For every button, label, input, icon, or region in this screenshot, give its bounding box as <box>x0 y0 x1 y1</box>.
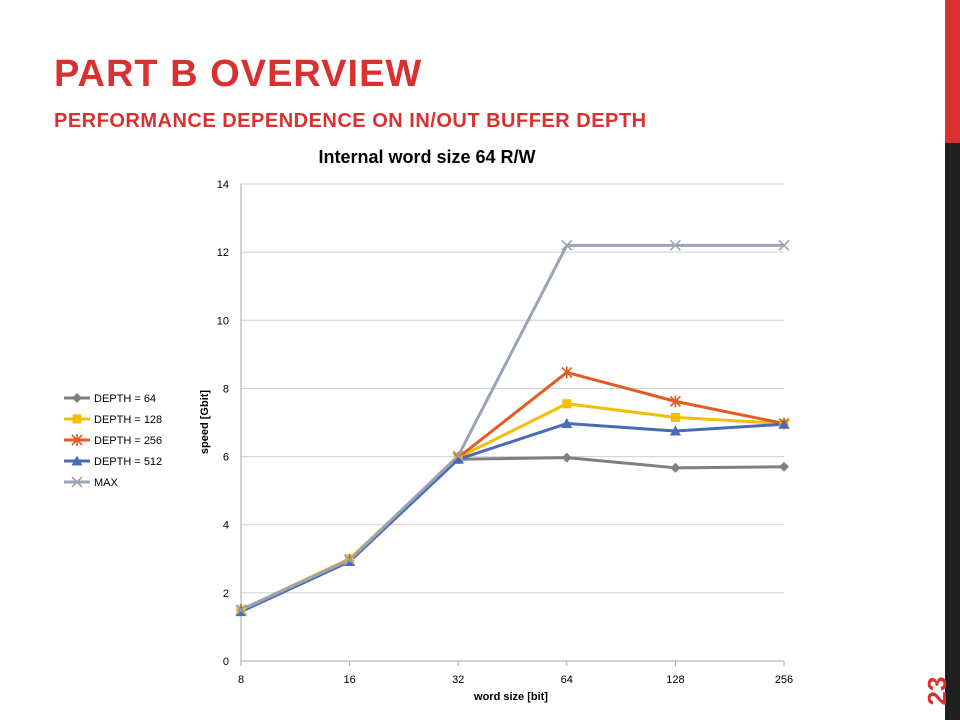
series-markers-1 <box>236 452 789 615</box>
legend-item: DEPTH = 128 <box>64 414 162 426</box>
chart-title: Internal word size 64 R/W <box>318 147 535 167</box>
data-point <box>561 452 572 463</box>
legend-swatch-marker <box>71 455 83 466</box>
series-line-5 <box>240 243 784 612</box>
series-line-1 <box>240 456 785 612</box>
data-point <box>452 450 464 462</box>
data-point <box>670 412 680 422</box>
y-tick-label: 0 <box>223 656 229 668</box>
legend-item: DEPTH = 256 <box>64 434 162 447</box>
data-point <box>669 239 681 251</box>
series-markers-4 <box>235 418 790 617</box>
x-tick-label: 16 <box>343 674 355 686</box>
legend-item: DEPTH = 64 <box>64 393 156 405</box>
x-tick-labels: 8 16 32 64 128 256 <box>238 674 793 686</box>
legend-swatch-marker <box>72 393 82 403</box>
x-axis-label: word size [bit] <box>473 691 548 703</box>
legend-swatch-marker <box>71 476 83 488</box>
y-axis-label: speed [Gbit] <box>199 390 211 455</box>
slide-subtitle: PERFORMANCE DEPENDENCE ON IN/OUT BUFFER … <box>54 110 647 132</box>
slide-number: 23 <box>922 676 952 706</box>
y-tick-label: 10 <box>217 315 229 327</box>
gridlines <box>241 183 784 594</box>
accent-bar-bottom <box>945 143 960 720</box>
x-tick-label: 64 <box>561 674 573 686</box>
data-point <box>779 461 789 472</box>
x-tick-label: 32 <box>452 674 464 686</box>
legend-label: MAX <box>94 477 119 489</box>
y-tick-label: 12 <box>217 247 229 259</box>
data-point <box>235 604 247 616</box>
data-point <box>561 239 573 251</box>
slide-title: PART B OVERVIEW <box>54 53 423 95</box>
data-point <box>452 453 464 464</box>
y-tick-label: 4 <box>223 520 229 532</box>
y-tick-labels: 0 2 4 6 8 10 12 14 <box>217 179 229 668</box>
x-tick-label: 8 <box>238 674 244 686</box>
series-line-2 <box>240 402 785 612</box>
legend-item: MAX <box>64 476 119 489</box>
legend-label: DEPTH = 256 <box>94 435 162 447</box>
y-tick-label: 6 <box>223 452 229 464</box>
x-tick-label: 128 <box>666 674 684 686</box>
legend-label: DEPTH = 128 <box>94 414 162 426</box>
data-point <box>344 554 356 566</box>
y-tick-label: 2 <box>223 588 229 600</box>
series-markers-5 <box>235 239 790 616</box>
data-point <box>669 395 681 408</box>
series-markers-3 <box>235 366 790 616</box>
y-tick-label: 14 <box>217 179 229 191</box>
legend-swatch-marker <box>71 434 83 446</box>
data-point <box>562 399 572 409</box>
accent-bar-top <box>945 0 960 143</box>
legend-swatch-marker <box>72 414 82 424</box>
legend-label: DEPTH = 512 <box>94 456 162 468</box>
data-point <box>561 418 573 429</box>
axes <box>240 184 785 666</box>
legend-label: DEPTH = 64 <box>94 393 156 405</box>
legend: DEPTH = 64 DEPTH = 128 DEPTH = 256 DEPTH = … <box>64 393 162 489</box>
y-tick-label: 8 <box>223 383 229 395</box>
series-line-4 <box>240 422 785 613</box>
data-point <box>670 462 681 473</box>
data-point <box>778 418 790 429</box>
data-point <box>778 239 790 251</box>
x-tick-label: 256 <box>775 674 793 686</box>
data-point <box>561 366 573 379</box>
legend-item: DEPTH = 512 <box>64 455 162 468</box>
series-lines <box>235 239 790 617</box>
data-point <box>669 425 681 436</box>
